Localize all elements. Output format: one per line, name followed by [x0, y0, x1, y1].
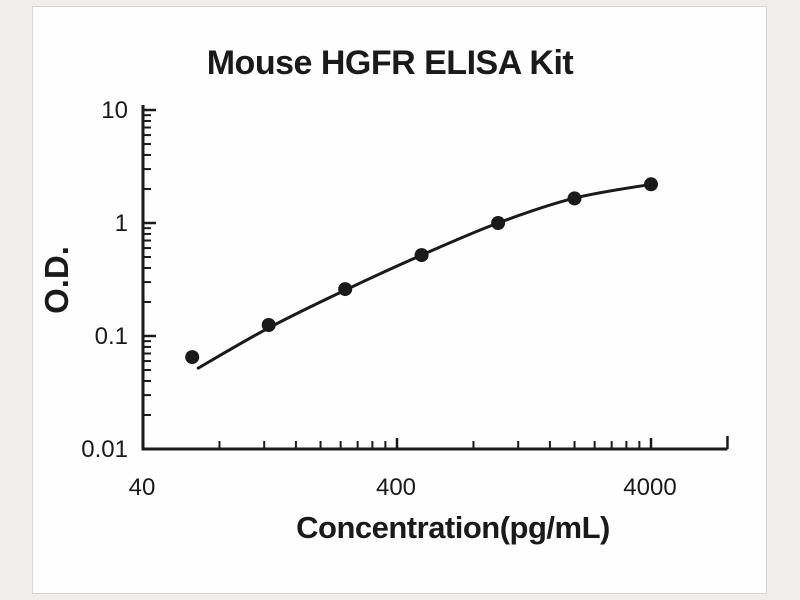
data-point: [414, 248, 429, 263]
data-point: [491, 216, 506, 230]
y-tick-label: 10: [101, 97, 128, 124]
data-point: [338, 282, 353, 297]
data-point: [261, 318, 276, 332]
chart-panel: [32, 6, 767, 594]
x-tick-label: 400: [376, 474, 416, 501]
x-tick-label: 40: [129, 474, 156, 501]
y-tick-label: 0.01: [81, 436, 128, 463]
y-tick-label: 0.1: [95, 323, 128, 350]
data-point: [567, 191, 582, 206]
x-axis-title: Concentration(pg/mL): [296, 510, 610, 545]
x-tick-label: 4000: [623, 474, 676, 501]
data-point: [644, 177, 658, 192]
chart-title: Mouse HGFR ELISA Kit: [206, 44, 574, 82]
fitted-curve: [196, 182, 653, 370]
y-tick-label: 1: [115, 210, 128, 237]
data-point: [185, 350, 200, 365]
